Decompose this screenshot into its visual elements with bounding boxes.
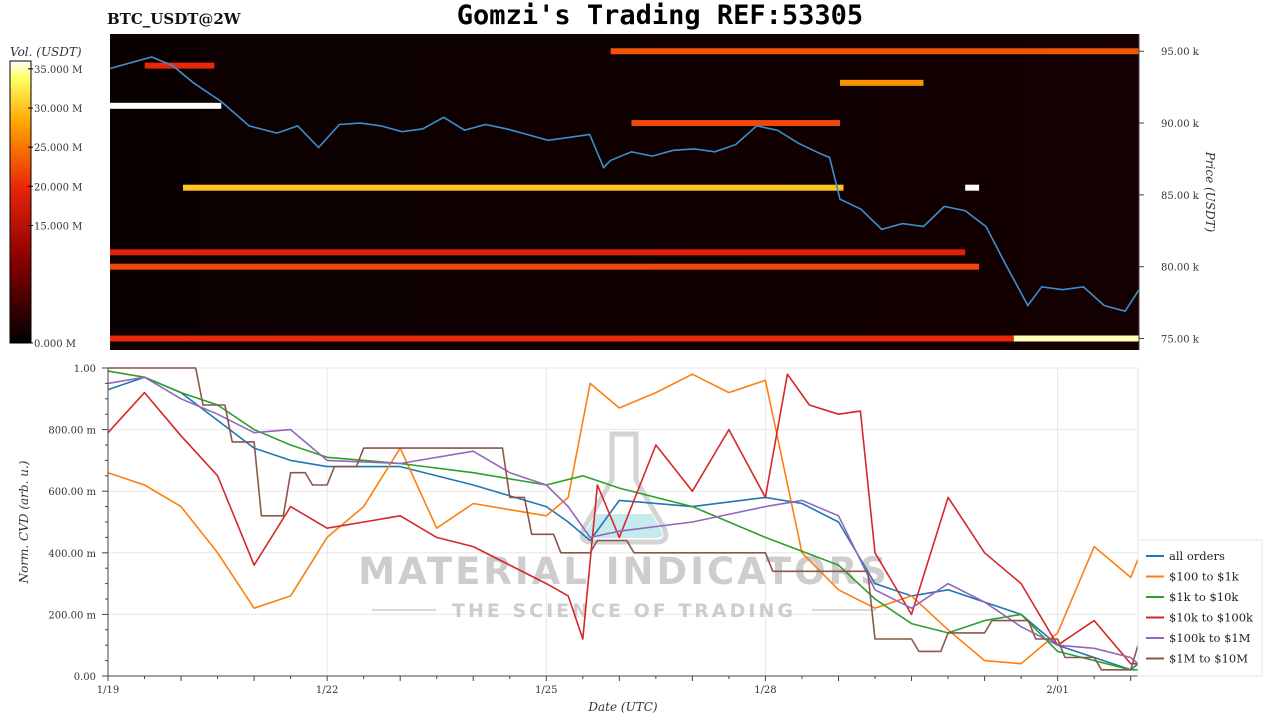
legend-entry: $1M to $10M (1169, 652, 1248, 666)
legend-entry: $100 to $1k (1169, 570, 1240, 584)
price-tick-label: 80.00 k (1161, 263, 1200, 274)
chart-title: Gomzi's Trading REF:53305 (456, 0, 864, 31)
liquidity-band (631, 120, 841, 127)
legend-box (1137, 539, 1263, 677)
date-tick-label: 1/19 (97, 685, 119, 696)
heatmap-chart: 95.00 k 90.00 k 85.00 k 80.00 k 75.00 k Pric… (9, 34, 1217, 350)
cvd-tick-label: 1.00 (74, 364, 96, 375)
liquidity-band (183, 184, 844, 191)
colorbar-tick-label: 30.000 M (34, 104, 82, 115)
price-line (109, 56, 1140, 313)
cvd-tick-label: 800.00 m (48, 426, 96, 437)
date-axis-label: Date (UTC) (587, 700, 657, 714)
series-line (107, 373, 1138, 665)
price-tick-label: 90.00 k (1161, 119, 1200, 130)
colorbar-label: Vol. (USDT) (10, 45, 82, 59)
series-line (107, 373, 1139, 665)
heatmap-haze (110, 34, 1139, 350)
liquidity-band (1013, 335, 1139, 342)
colorbar-tick-label: 20.000 M (34, 182, 82, 193)
liquidity-band (840, 79, 924, 86)
colorbar-tick-label: 15.000 M (34, 222, 82, 233)
cvd-tick-label: 600.00 m (48, 487, 96, 498)
price-tick-label: 75.00 k (1161, 335, 1200, 346)
liquidity-band (965, 184, 980, 191)
liquidity-band (110, 102, 222, 109)
series-line (108, 367, 1139, 671)
legend-entry: $100k to $1M (1169, 631, 1251, 645)
liquidity-band (110, 335, 1139, 342)
cvd-line-chart: MATERIAL INDICATORS THE SCIENCE OF TRADI… (17, 364, 1263, 714)
date-tick-label: 1/25 (535, 685, 557, 696)
legend-entry: $10k to $100k (1169, 611, 1254, 625)
price-axis-label: Price (USDT) (1203, 151, 1217, 233)
watermark-subtitle: THE SCIENCE OF TRADING (452, 600, 796, 622)
liquidity-band (610, 48, 1139, 55)
liquidity-band (144, 62, 215, 69)
liquidity-band (110, 249, 966, 256)
legend-entry: $1k to $10k (1169, 590, 1239, 604)
legend: all orders $100 to $1k $1k to $10k $10k to … (1137, 539, 1263, 677)
legend-entry: all orders (1169, 549, 1225, 563)
colorbar-tick-label: 0.000 M (34, 339, 76, 350)
cvd-tick-label: 400.00 m (48, 549, 96, 560)
date-tick-label: 2/01 (1046, 685, 1068, 696)
price-tick-label: 95.00 k (1161, 47, 1200, 58)
symbol-label: BTC_USDT@2W (107, 10, 241, 28)
cvd-axis-label: Norm. CVD (arb. u.) (17, 460, 31, 584)
date-tick-label: 1/22 (316, 685, 338, 696)
cvd-tick-label: 0.00 (74, 672, 96, 683)
liquidity-band (110, 263, 980, 270)
price-tick-label: 85.00 k (1161, 191, 1200, 202)
cvd-tick-label: 200.00 m (48, 610, 96, 621)
series-line (107, 376, 1139, 665)
colorbar-tick-label: 25.000 M (34, 143, 82, 154)
series-line (107, 376, 1139, 671)
colorbar (9, 60, 32, 344)
date-tick-label: 1/28 (754, 685, 776, 696)
colorbar-tick-label: 35.000 M (34, 65, 82, 76)
